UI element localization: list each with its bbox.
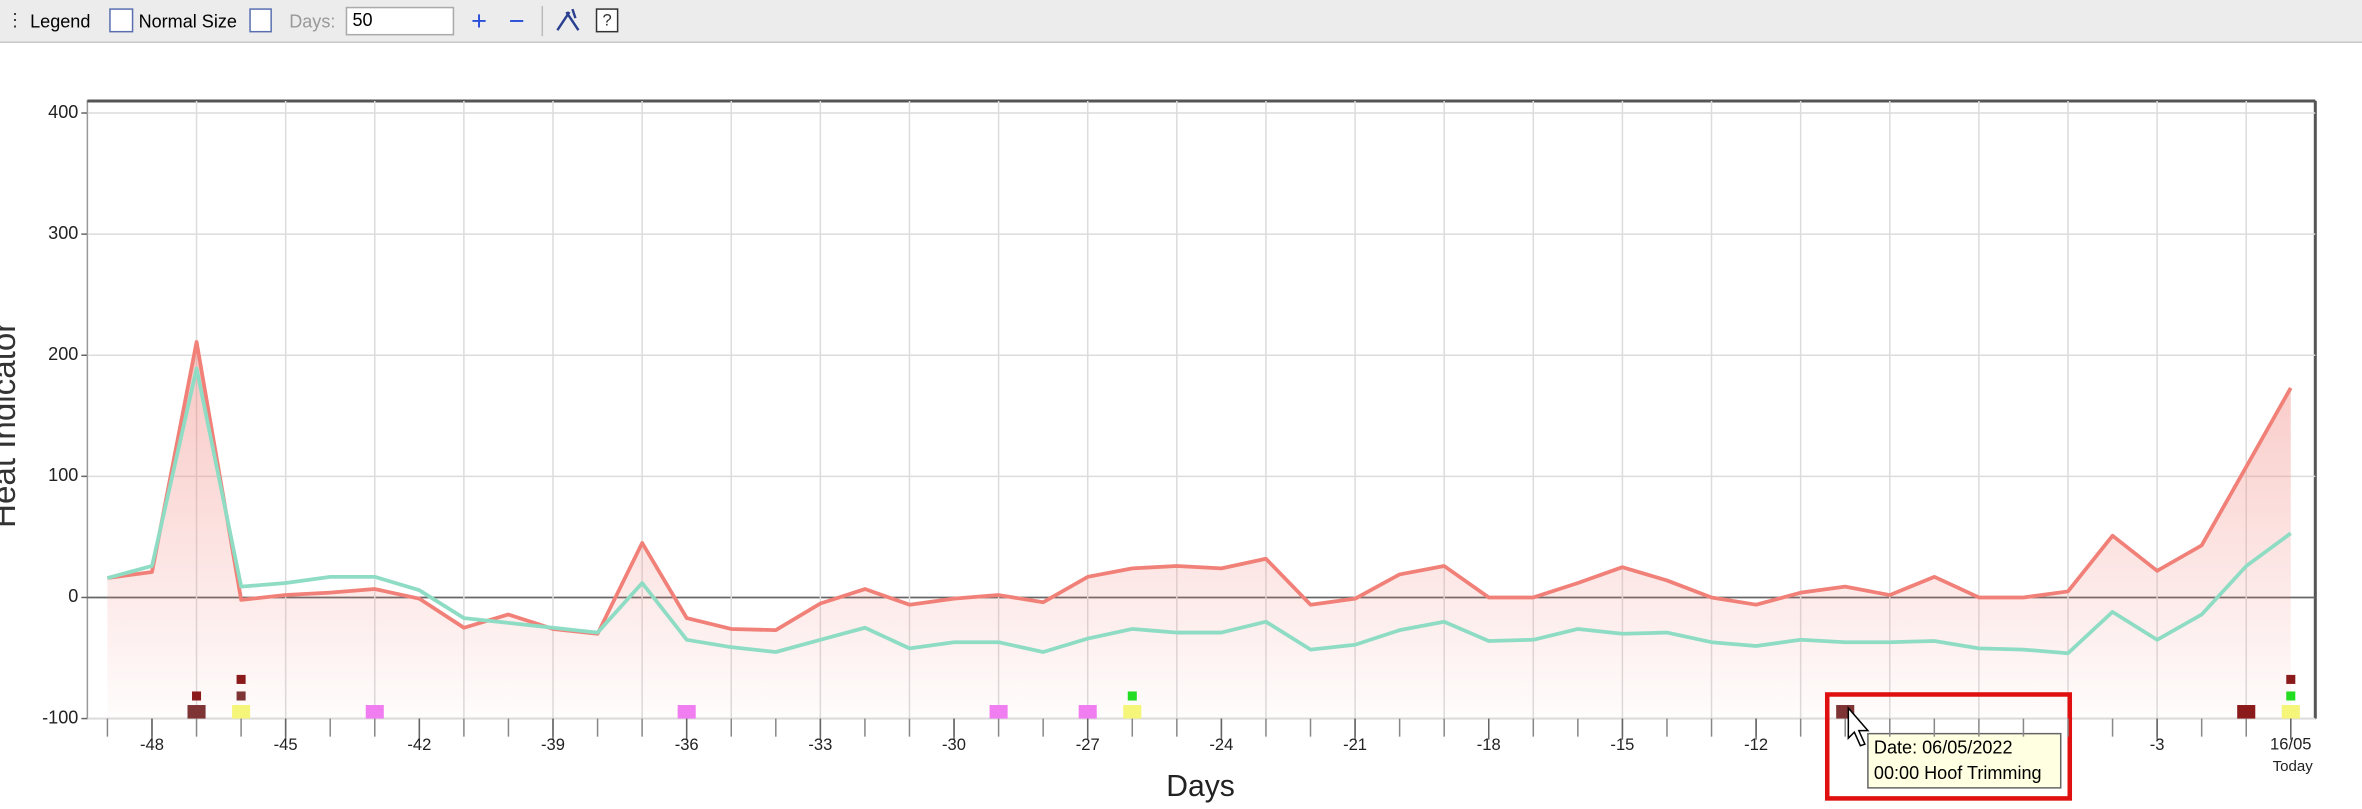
- x-axis-title: Days: [1166, 770, 1235, 803]
- tooltip: [1867, 732, 2062, 789]
- event-marker: [2286, 674, 2296, 684]
- y-tick-label: 300: [48, 223, 78, 243]
- y-tick-label: 100: [48, 465, 78, 485]
- minus-button[interactable]: −: [509, 5, 525, 36]
- x-tick-label: -15: [1610, 735, 1634, 754]
- event-marker: [365, 705, 384, 719]
- grip: ⋮: [6, 10, 24, 30]
- marks: [106, 340, 2300, 719]
- x-tick-label: -21: [1343, 735, 1367, 754]
- x-tick-label: -48: [140, 735, 164, 754]
- x-tick-label: 16/05 Today: [2269, 735, 2314, 775]
- days-input-value[interactable]: 50: [352, 10, 372, 30]
- highlight-box: [1824, 692, 2073, 801]
- event-marker: [989, 705, 1008, 719]
- event-marker: [677, 705, 696, 719]
- help-icon[interactable]: [595, 8, 619, 33]
- event-marker: [187, 705, 206, 719]
- event-marker: [2286, 691, 2296, 701]
- event-marker: [1127, 691, 1137, 701]
- days-label: Days:: [289, 11, 335, 31]
- plus-button[interactable]: +: [471, 5, 487, 36]
- event-marker: [1078, 705, 1097, 719]
- normal-size-button[interactable]: Normal Size: [139, 11, 237, 31]
- event-marker: [232, 705, 251, 719]
- tooltip-line: 00:00 Hoof Trimming: [1874, 763, 2042, 783]
- line: [106, 366, 2292, 656]
- y-tick-label: -100: [42, 707, 78, 727]
- x-tick-label: -33: [808, 735, 832, 754]
- y-tick-label: 200: [48, 344, 78, 364]
- x-tick-label: -24: [1209, 735, 1233, 754]
- tools-icon[interactable]: [556, 8, 580, 31]
- mouse-cursor: [1847, 706, 1870, 747]
- area: [107, 341, 2291, 719]
- event-marker: [236, 674, 246, 684]
- x-tick-label: -27: [1076, 735, 1100, 754]
- x-tick-label: -18: [1477, 735, 1501, 754]
- x-tick-label: -12: [1744, 735, 1768, 754]
- x-tick-label: -3: [2150, 735, 2165, 754]
- legend-button[interactable]: Legend: [30, 11, 90, 31]
- x-tick-label: -30: [942, 735, 966, 754]
- refresh-icon[interactable]: [249, 8, 272, 33]
- y-axis-title: Heat Indicator: [0, 322, 23, 528]
- event-marker: [192, 691, 202, 701]
- line: [107, 340, 2293, 636]
- x-tick-label: -36: [675, 735, 699, 754]
- event-marker: [236, 691, 246, 701]
- tooltip-line: Date: 06/05/2022: [1874, 737, 2013, 757]
- event-marker: [1123, 705, 1142, 719]
- event-marker: [2237, 705, 2256, 719]
- help-icon-glyph[interactable]: ?: [602, 11, 611, 30]
- x-tick-label: -39: [541, 735, 565, 754]
- x-tick-label: -42: [407, 735, 431, 754]
- days-input[interactable]: [345, 6, 455, 36]
- y-tick-label: 400: [48, 102, 78, 122]
- event-marker: [2281, 705, 2300, 719]
- y-tick-label: 0: [68, 586, 78, 606]
- normal-size-icon[interactable]: [109, 8, 134, 33]
- x-tick-label: -45: [274, 735, 298, 754]
